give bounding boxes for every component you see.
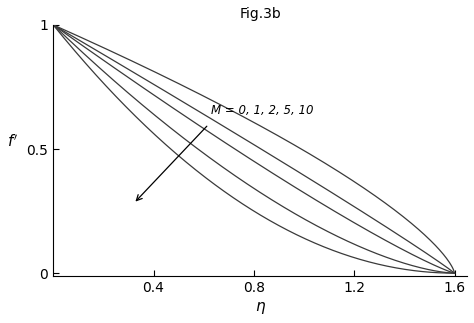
Y-axis label: $f'$: $f'$ (7, 134, 18, 150)
Title: Fig.3b: Fig.3b (239, 7, 281, 21)
X-axis label: $\eta$: $\eta$ (255, 300, 266, 316)
Text: M = 0, 1, 2, 5, 10: M = 0, 1, 2, 5, 10 (211, 104, 314, 117)
